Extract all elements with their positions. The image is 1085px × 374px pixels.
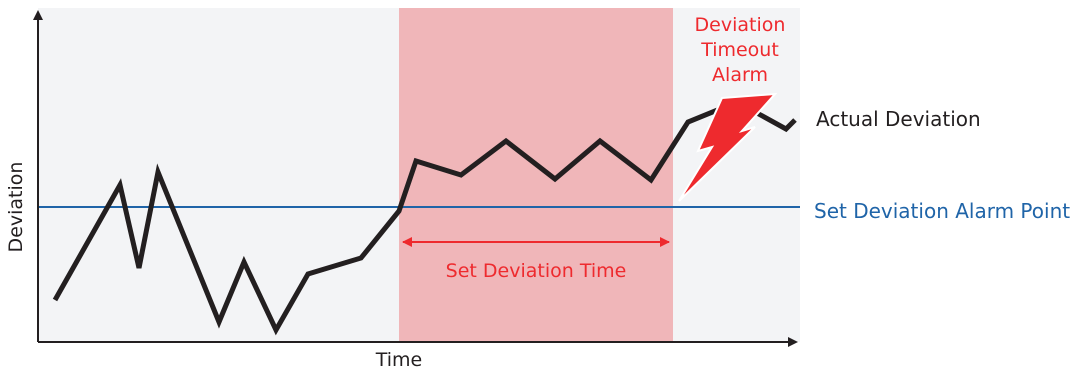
x-axis-label: Time [375, 349, 423, 371]
actual-deviation-trace [52, 99, 797, 336]
alarm-label-line3: Alarm [712, 64, 768, 86]
alarm-label-line2: Timeout [700, 39, 779, 61]
deviation-time-band [399, 8, 673, 342]
lightning-bolt-icon [678, 92, 778, 202]
y-axis-label: Deviation [5, 162, 27, 253]
actual-deviation-label: Actual Deviation [816, 107, 981, 131]
alarm-label-line1: Deviation [695, 14, 786, 36]
set-point-label: Set Deviation Alarm Point [814, 199, 1070, 223]
set-deviation-time-label: Set Deviation Time [446, 260, 627, 282]
